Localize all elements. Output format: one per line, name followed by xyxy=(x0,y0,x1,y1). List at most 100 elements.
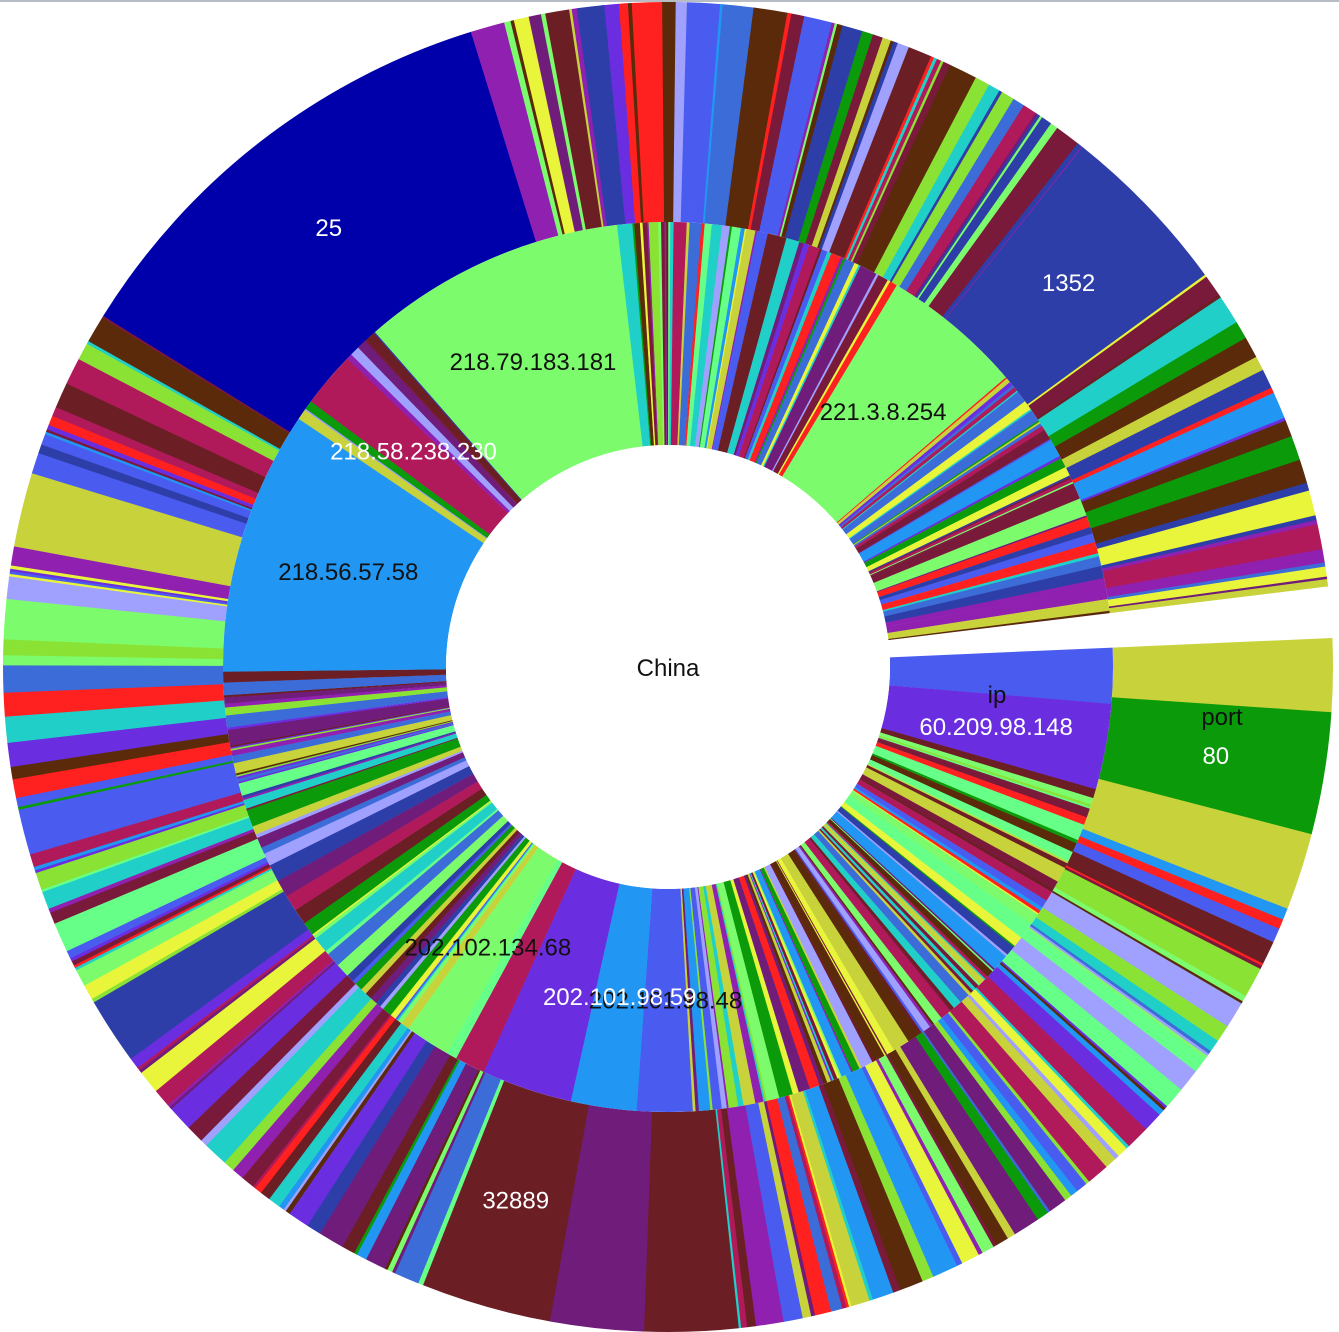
port-segment[interactable] xyxy=(45,431,252,512)
port-segment[interactable] xyxy=(188,975,356,1141)
port-segment[interactable] xyxy=(205,987,372,1163)
port-segment[interactable] xyxy=(91,888,284,1003)
ip-segment[interactable] xyxy=(455,862,577,1073)
ip-segment[interactable] xyxy=(632,223,652,446)
port-segment[interactable] xyxy=(852,61,951,265)
ip-segment[interactable] xyxy=(733,877,810,1093)
ip-segment[interactable] xyxy=(849,790,1038,925)
port-segment[interactable] xyxy=(232,1003,384,1179)
port-segment[interactable] xyxy=(3,683,225,717)
ip-segment[interactable] xyxy=(817,829,971,996)
port-segment[interactable] xyxy=(947,1011,1090,1185)
ip-segment[interactable] xyxy=(716,883,768,1102)
ip-segment[interactable] xyxy=(743,248,823,459)
port-segment[interactable] xyxy=(1097,490,1316,566)
ip-segment[interactable] xyxy=(885,578,1106,627)
port-segment[interactable] xyxy=(242,1008,391,1187)
port-segment[interactable] xyxy=(850,60,944,263)
port-segment[interactable] xyxy=(487,22,559,239)
ip-segment[interactable] xyxy=(252,746,463,835)
ip-segment-202-102-134-68[interactable] xyxy=(408,847,558,1054)
port-segment[interactable] xyxy=(1101,520,1318,572)
port-segment[interactable] xyxy=(874,77,990,278)
port-segment[interactable] xyxy=(716,1108,748,1329)
ip-segment-218-58-238-230[interactable] xyxy=(310,358,509,535)
ip-segment-202-101-98-48[interactable] xyxy=(636,888,693,1113)
ip-segment[interactable] xyxy=(224,682,447,704)
ip-segment[interactable] xyxy=(871,753,1078,844)
ip-segment[interactable] xyxy=(837,378,1011,525)
port-segment[interactable] xyxy=(1101,515,1317,569)
ip-segment[interactable] xyxy=(747,873,831,1083)
port-segment[interactable] xyxy=(35,804,249,890)
ip-segment[interactable] xyxy=(246,738,461,827)
ip-segment[interactable] xyxy=(757,869,852,1075)
port-segment[interactable] xyxy=(1066,369,1272,481)
port-segment[interactable] xyxy=(818,1083,901,1293)
port-segment[interactable] xyxy=(757,1101,812,1319)
port-segment[interactable] xyxy=(1064,867,1263,970)
port-segment[interactable] xyxy=(1090,459,1308,544)
port-segment[interactable] xyxy=(1079,828,1288,921)
ip-segment[interactable] xyxy=(855,429,1051,554)
ip-segment[interactable] xyxy=(236,720,453,777)
port-segment[interactable] xyxy=(600,5,626,225)
ip-segment[interactable] xyxy=(733,241,805,456)
port-segment[interactable] xyxy=(1107,566,1327,607)
ip-segment[interactable] xyxy=(869,478,1073,575)
port-segment[interactable] xyxy=(1029,924,1211,1055)
ip-segment[interactable] xyxy=(382,837,530,1016)
ip-segment[interactable] xyxy=(390,840,532,1019)
port-segment[interactable] xyxy=(818,41,899,250)
ip-segment[interactable] xyxy=(878,735,1092,808)
ip-segment[interactable] xyxy=(231,711,452,764)
port-segment[interactable] xyxy=(924,123,1058,307)
ip-segment[interactable] xyxy=(647,222,659,446)
ip-segment[interactable] xyxy=(842,391,1026,535)
ip-segment-202-101-98-59[interactable] xyxy=(570,883,653,1111)
port-segment-80[interactable] xyxy=(1098,697,1332,835)
port-segment[interactable] xyxy=(9,568,228,603)
ip-segment[interactable] xyxy=(849,410,1039,545)
ip-segment[interactable] xyxy=(876,738,1090,818)
ip-segment[interactable] xyxy=(678,222,702,446)
ip-segment[interactable] xyxy=(698,886,731,1108)
ip-segment[interactable] xyxy=(853,423,1043,547)
port-segment[interactable] xyxy=(224,998,378,1171)
port-segment[interactable] xyxy=(923,1023,1066,1212)
ip-segment[interactable] xyxy=(749,253,842,463)
ip-segment[interactable] xyxy=(804,838,951,1019)
ip-segment[interactable] xyxy=(853,786,1043,911)
port-segment[interactable] xyxy=(38,444,249,524)
port-segment[interactable] xyxy=(109,908,304,1048)
port-segment[interactable] xyxy=(921,1031,1051,1214)
ip-segment[interactable] xyxy=(689,224,723,447)
ip-segment[interactable] xyxy=(813,830,969,1003)
ip-segment[interactable] xyxy=(401,844,539,1029)
port-segment[interactable] xyxy=(1085,436,1301,529)
ip-segment[interactable] xyxy=(351,347,514,512)
ip-segment[interactable] xyxy=(809,837,954,1010)
port-segment-1352[interactable] xyxy=(945,147,1206,405)
port-segment[interactable] xyxy=(885,1053,997,1248)
ip-segment[interactable] xyxy=(866,467,1070,572)
ip-segment[interactable] xyxy=(866,766,1067,869)
ip-segment[interactable] xyxy=(769,863,876,1063)
port-segment[interactable] xyxy=(941,1012,1087,1192)
port-segment[interactable] xyxy=(4,700,226,744)
ip-segment[interactable] xyxy=(224,685,447,708)
ip-segment[interactable] xyxy=(233,714,453,774)
port-segment[interactable] xyxy=(1011,937,1196,1091)
ip-segment[interactable] xyxy=(698,226,733,448)
port-segment[interactable] xyxy=(549,1104,652,1332)
port-segment[interactable] xyxy=(618,3,642,224)
port-segment[interactable] xyxy=(384,1069,481,1270)
ip-segment[interactable] xyxy=(379,836,526,1009)
port-segment[interactable] xyxy=(702,4,724,224)
ip-segment[interactable] xyxy=(286,781,483,911)
ip-segment[interactable] xyxy=(756,258,855,466)
port-segment[interactable] xyxy=(1027,927,1208,1059)
ip-segment[interactable] xyxy=(876,512,1087,592)
port-segment[interactable] xyxy=(387,1070,484,1273)
ip-segment[interactable] xyxy=(223,674,447,696)
